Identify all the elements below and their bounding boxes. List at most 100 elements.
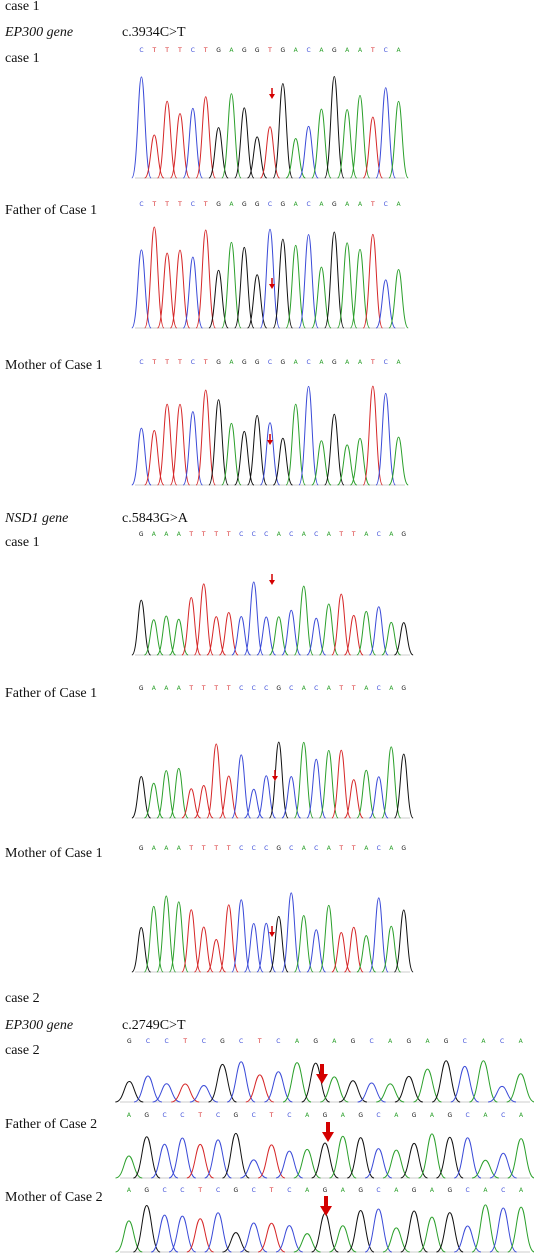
trace-peak bbox=[275, 1150, 303, 1179]
base-letter: G bbox=[255, 359, 260, 366]
base-letter: G bbox=[407, 1038, 412, 1045]
base-letter: C bbox=[239, 685, 243, 692]
base-letter: T bbox=[226, 845, 231, 852]
base-letter: C bbox=[501, 1112, 505, 1119]
trace-peak bbox=[268, 915, 289, 973]
panel-label: Mother of Case 1 bbox=[5, 358, 103, 373]
trace-peak bbox=[231, 615, 252, 656]
base-letter: C bbox=[384, 47, 388, 54]
trace-peak bbox=[268, 616, 289, 656]
trace-peak bbox=[244, 788, 264, 819]
trace-peak bbox=[436, 1212, 464, 1253]
panel-label: case 1 bbox=[5, 535, 40, 550]
trace-peak bbox=[186, 1143, 214, 1179]
base-letter: A bbox=[394, 1112, 399, 1119]
base-letter: G bbox=[332, 47, 337, 54]
trace-peak bbox=[195, 96, 216, 179]
trace-peak bbox=[301, 1062, 330, 1103]
panel-label: case 1 bbox=[5, 51, 40, 66]
base-letter: C bbox=[289, 845, 293, 852]
base-letter: C bbox=[191, 201, 195, 208]
trace-peak bbox=[368, 776, 389, 819]
trace-peak bbox=[131, 599, 152, 656]
trace-peak bbox=[195, 389, 216, 486]
base-letter: T bbox=[164, 201, 169, 208]
base-letter: A bbox=[345, 201, 350, 208]
base-letter: T bbox=[201, 531, 206, 538]
base-letter: G bbox=[281, 47, 286, 54]
trace-peak bbox=[259, 422, 281, 486]
base-letter: G bbox=[216, 201, 221, 208]
trace-peak bbox=[222, 1232, 250, 1253]
base-letter: C bbox=[202, 1038, 206, 1045]
base-letter: C bbox=[239, 845, 243, 852]
base-letter: T bbox=[203, 359, 208, 366]
base-letter: C bbox=[252, 1187, 256, 1194]
trace-peak bbox=[133, 1204, 161, 1253]
base-letter: G bbox=[276, 685, 281, 692]
base-letter: C bbox=[139, 359, 143, 366]
base-letter: T bbox=[370, 47, 375, 54]
base-letter: G bbox=[313, 1038, 318, 1045]
trace-peak bbox=[259, 126, 281, 179]
trace-peak bbox=[131, 776, 152, 819]
base-letter: G bbox=[242, 359, 247, 366]
trace-peak bbox=[364, 1148, 393, 1179]
base-letter: T bbox=[203, 47, 208, 54]
trace-peak bbox=[259, 228, 281, 329]
trace-peak bbox=[400, 1210, 428, 1253]
trace-peak bbox=[264, 1071, 293, 1103]
base-letter: A bbox=[519, 1187, 524, 1194]
trace-peak bbox=[362, 116, 383, 179]
base-letter: A bbox=[177, 845, 182, 852]
trace-peak bbox=[206, 743, 227, 819]
trace-peak bbox=[152, 1083, 181, 1103]
trace-peak bbox=[115, 1080, 144, 1103]
trace-peak bbox=[400, 1142, 428, 1179]
trace-peak bbox=[181, 788, 201, 819]
trace-peak bbox=[181, 909, 202, 973]
base-letter: T bbox=[188, 685, 193, 692]
trace-peak bbox=[298, 385, 319, 486]
trace-peak bbox=[293, 1148, 321, 1179]
trace-peak bbox=[133, 1136, 161, 1179]
base-letter: T bbox=[226, 531, 231, 538]
base-letter: A bbox=[397, 47, 402, 54]
base-letter: T bbox=[269, 1187, 274, 1194]
base-letter: C bbox=[377, 685, 381, 692]
trace-peak bbox=[156, 615, 177, 656]
trace-peak bbox=[115, 1155, 143, 1179]
base-letter: T bbox=[151, 201, 156, 208]
base-letter: A bbox=[164, 845, 169, 852]
base-letter: C bbox=[216, 1187, 220, 1194]
trace-peak bbox=[193, 926, 214, 973]
base-letter: A bbox=[394, 1187, 399, 1194]
base-letter: C bbox=[314, 685, 318, 692]
base-letter: C bbox=[268, 359, 272, 366]
trace-peak bbox=[272, 238, 293, 329]
trace-peak bbox=[272, 437, 293, 486]
base-letter: G bbox=[144, 1112, 149, 1119]
trace-peak bbox=[337, 109, 358, 179]
trace-peak bbox=[131, 427, 152, 486]
base-letter: G bbox=[444, 1038, 449, 1045]
base-letter: A bbox=[519, 1038, 524, 1045]
trace-peak bbox=[349, 95, 371, 179]
trace-peak bbox=[281, 609, 302, 656]
base-letter: T bbox=[269, 1112, 274, 1119]
base-letter: G bbox=[323, 1112, 328, 1119]
base-letter: A bbox=[177, 531, 182, 538]
base-letter: C bbox=[162, 1187, 166, 1194]
trace-peak bbox=[298, 125, 319, 179]
mutation-arrow-head bbox=[267, 440, 273, 445]
trace-peak bbox=[131, 76, 152, 179]
base-letter: C bbox=[191, 359, 195, 366]
panel-label: case 2 bbox=[5, 1043, 40, 1058]
base-letter: A bbox=[388, 1038, 393, 1045]
base-letter: T bbox=[164, 47, 169, 54]
base-letter: G bbox=[139, 685, 144, 692]
trace-peak bbox=[349, 248, 371, 329]
base-letter: T bbox=[213, 845, 218, 852]
